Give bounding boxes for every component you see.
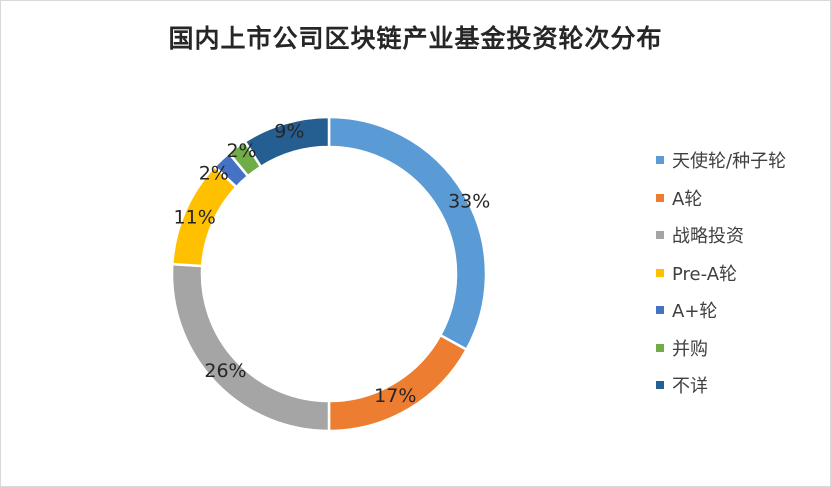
legend-swatch — [656, 306, 664, 314]
legend: 天使轮/种子轮 A轮战略投资 Pre-A轮 A+轮并购不详 — [656, 147, 786, 410]
legend-label: 不详 — [672, 376, 708, 397]
legend-swatch — [656, 231, 664, 239]
legend-swatch — [656, 193, 664, 202]
chart-title: 国内上市公司区块链产业基金投资轮次分布 — [168, 24, 663, 53]
data-label-2: 17% — [374, 385, 416, 407]
legend-label: A+轮 — [672, 301, 718, 322]
data-label-1: 33% — [448, 191, 490, 213]
donut-slice-3 — [170, 262, 331, 433]
legend-swatch — [656, 156, 664, 164]
legend-label: 战略投资 — [672, 226, 744, 247]
data-label-4: 11% — [174, 207, 216, 229]
data-label-3: 26% — [204, 360, 246, 382]
donut-slice-1 — [327, 115, 488, 352]
legend-item-6: 并购 — [656, 335, 786, 373]
legend-label: 天使轮/种子轮 — [672, 151, 787, 172]
donut-slice-2 — [327, 333, 469, 433]
legend-item-1: 天使轮/种子轮 — [656, 147, 786, 185]
donut-slice-7 — [243, 115, 331, 169]
legend-label: Pre-A轮 — [672, 263, 738, 285]
legend-item-2: A轮 — [656, 185, 786, 223]
legend-label: A轮 — [672, 188, 703, 210]
legend-swatch — [656, 343, 664, 352]
legend-label: 并购 — [672, 338, 708, 360]
legend-item-4: Pre-A轮 — [656, 260, 786, 298]
legend-item-3: 战略投资 — [656, 222, 786, 260]
legend-item-7: 不详 — [656, 372, 786, 410]
legend-swatch — [656, 381, 664, 389]
data-label-7: 9% — [274, 121, 304, 143]
data-label-6: 2% — [226, 140, 256, 162]
legend-item-5: A+轮 — [656, 297, 786, 335]
data-label-5: 2% — [199, 162, 229, 184]
legend-swatch — [656, 268, 664, 277]
